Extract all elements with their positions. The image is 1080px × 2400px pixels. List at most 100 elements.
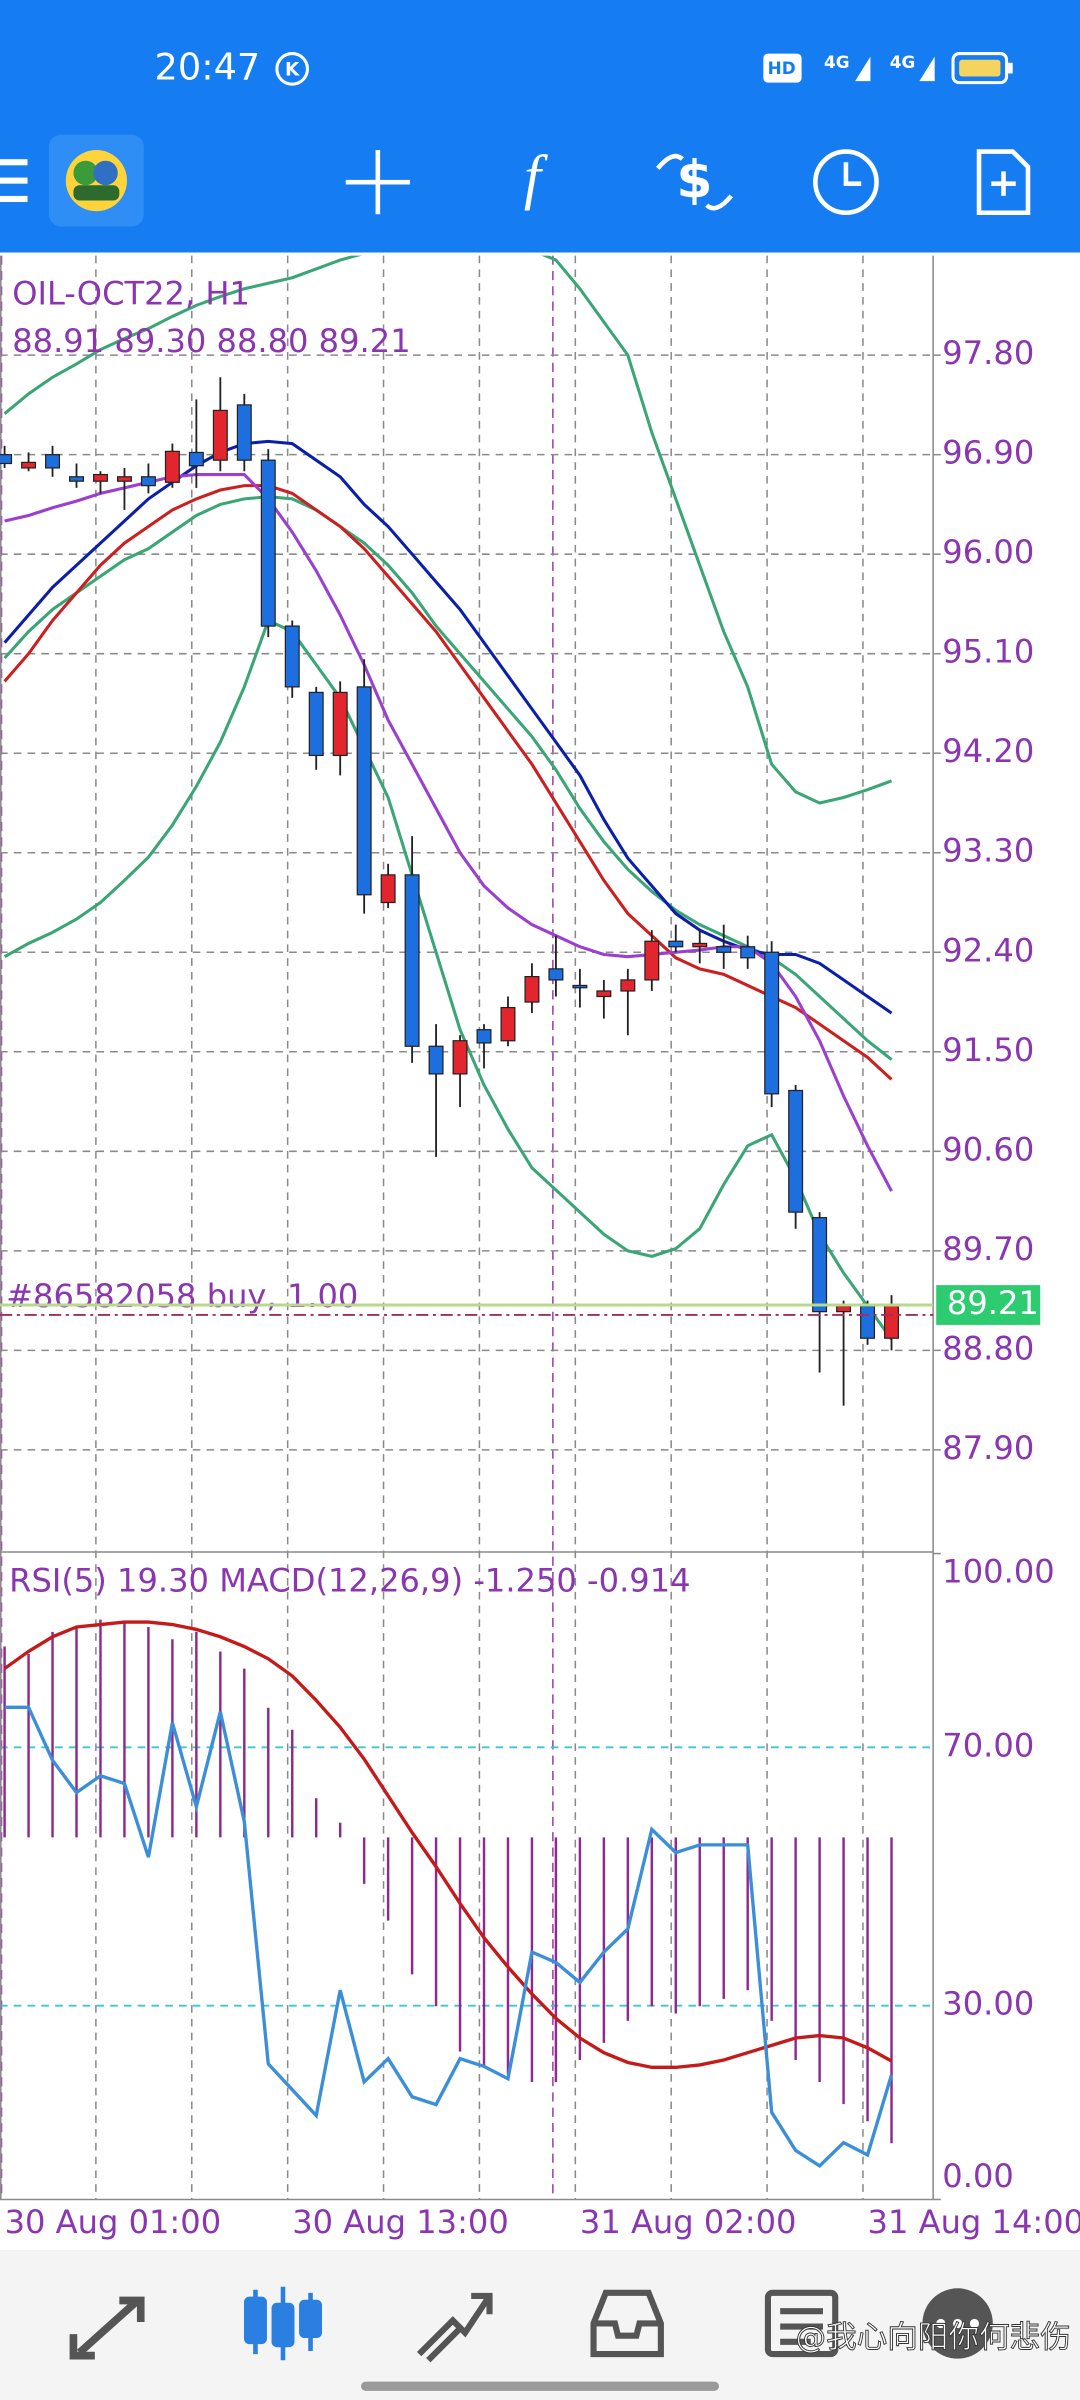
y-tick-label: 100.00 (942, 1552, 1054, 1590)
y-tick-label: 88.80 (942, 1329, 1034, 1367)
candle-body (764, 951, 780, 1095)
candle-body (284, 625, 300, 688)
candle-body (740, 946, 756, 959)
candle-body (644, 940, 660, 981)
candle-body (860, 1305, 876, 1339)
network-indicator: 4G (890, 52, 916, 72)
app-header (0, 0, 1080, 253)
candle-body (21, 461, 37, 469)
overlay-line (3, 495, 893, 1061)
home-indicator (361, 2381, 719, 2391)
trade-button[interactable]: $ (656, 151, 733, 211)
bid-label: 89.21 (947, 1284, 1039, 1322)
menu-button[interactable] (0, 159, 28, 203)
x-tick-label: 30 Aug 01:00 (5, 2203, 222, 2241)
candle-body (356, 686, 372, 896)
clock: 20:47 (155, 45, 261, 88)
signal-icon (919, 56, 935, 82)
hd-badge (763, 53, 802, 83)
chart-tab[interactable] (243, 2286, 323, 2361)
messages-tab[interactable] (922, 2288, 993, 2359)
indicator-pane (3, 1619, 894, 2169)
new-order-button[interactable] (976, 149, 1031, 216)
candle-body (0, 454, 13, 465)
chart-title: OIL-OCT22, H1 (12, 274, 250, 312)
candle-body (788, 1089, 804, 1213)
battery-icon (951, 52, 1013, 85)
candle-body (45, 454, 61, 469)
hd-indicator: HD (768, 58, 796, 78)
candle-body (332, 691, 348, 757)
y-tick-label: 93.30 (942, 832, 1034, 870)
order-label: #86582058 buy, 1.00 (6, 1277, 358, 1315)
y-tick-label: 97.80 (942, 334, 1034, 372)
candle-body (476, 1029, 492, 1044)
ohlc-text: 88.91 89.30 88.80 89.21 (12, 322, 410, 360)
candle-body (380, 874, 396, 904)
candle-body (188, 451, 204, 467)
y-tick-label: 89.70 (942, 1230, 1034, 1268)
candle-body (692, 942, 708, 948)
overlay-line (3, 618, 893, 1341)
network-indicator: 4G (824, 52, 850, 72)
overlay-line (3, 484, 893, 1081)
trade-tab[interactable] (416, 2292, 493, 2363)
crosshair-button[interactable] (345, 150, 410, 215)
y-tick-label: 94.20 (942, 732, 1034, 770)
candle-body (716, 946, 732, 953)
y-tick-label: 95.10 (942, 633, 1034, 671)
candle-body (572, 984, 588, 989)
candle-body (92, 473, 108, 482)
svg-text:$: $ (676, 151, 712, 211)
candle-body (452, 1040, 468, 1075)
candle-body (308, 691, 324, 757)
candle-body (212, 409, 228, 461)
bottom-nav (0, 2250, 1080, 2400)
bid-label-box (936, 1285, 1041, 1325)
quotes-tab[interactable] (69, 2296, 145, 2360)
y-tick-label: 96.90 (942, 434, 1034, 472)
y-tick-label: 70.00 (942, 1726, 1034, 1764)
y-tick-label: 96.00 (942, 533, 1034, 571)
candle-body (236, 404, 252, 461)
candle-body (116, 476, 132, 482)
candle-body (69, 476, 84, 482)
y-tick-label: 92.40 (942, 931, 1034, 969)
rsi-line (4, 1705, 894, 2169)
candle-body (500, 1006, 516, 1042)
candle-body (260, 459, 276, 627)
candle-body (836, 1305, 852, 1313)
app-logo[interactable] (48, 134, 144, 227)
candle-body (524, 975, 540, 1003)
y-tick-label: 0.00 (942, 2157, 1014, 2195)
candle-body (140, 476, 156, 487)
status-k-icon: K (275, 52, 310, 86)
candle-body (164, 450, 180, 483)
price-pane (0, 255, 900, 1406)
y-tick-label: 91.50 (942, 1031, 1034, 1069)
candle-body (620, 979, 636, 992)
y-tick-label: 87.90 (942, 1429, 1034, 1467)
candle-body (548, 968, 564, 981)
x-tick-label: 31 Aug 02:00 (580, 2203, 797, 2241)
y-tick-label: 30.00 (942, 1985, 1034, 2023)
candle-body (596, 990, 612, 998)
signal-icon (855, 56, 871, 82)
watermark: @我心向阳你何悲伤 (796, 2320, 1071, 2355)
candle-body (428, 1045, 444, 1075)
chart: 97.80 96.90 96.00 95.10 94.20 93.30 92.40 91.50… (0, 255, 1080, 2241)
candle-body (404, 874, 420, 1047)
history-tab[interactable] (590, 2289, 664, 2358)
candle-body (668, 940, 684, 948)
x-tick-label: 30 Aug 13:00 (292, 2203, 509, 2241)
news-tab[interactable] (764, 2289, 839, 2358)
x-tick-label: 31 Aug 14:00 (868, 2203, 1080, 2241)
svg-text:K: K (285, 59, 300, 80)
candle-body (812, 1217, 828, 1313)
overlay-line (3, 255, 893, 805)
timeframe-button[interactable] (813, 149, 879, 216)
macd-signal-line (3, 1620, 893, 2070)
y-tick-label: 90.60 (942, 1130, 1034, 1168)
